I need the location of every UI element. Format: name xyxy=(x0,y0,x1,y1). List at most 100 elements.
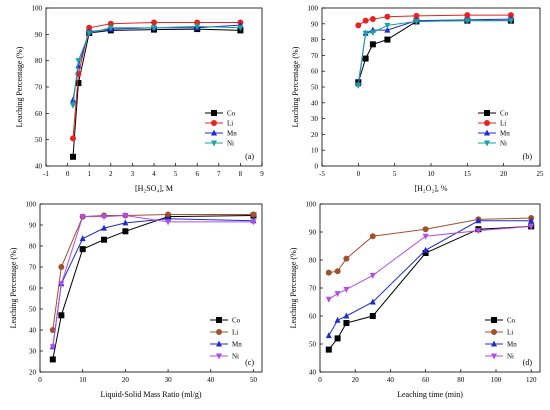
y-axis-label: Leaching Percentage (%) xyxy=(291,46,300,127)
legend-label: Mn xyxy=(232,341,242,349)
series-co xyxy=(355,17,514,86)
x-axis-label: Leaching time (min) xyxy=(397,390,463,399)
data-point-ni xyxy=(369,272,376,279)
legend-marker xyxy=(491,317,497,323)
series-mn xyxy=(70,21,244,103)
legend-label: Co xyxy=(227,110,236,118)
legend-marker xyxy=(211,129,217,136)
series-line-ni xyxy=(328,225,532,300)
y-tick-label: 90 xyxy=(309,229,317,237)
data-point-co xyxy=(334,335,341,342)
series-line-ni xyxy=(72,25,241,106)
y-tick-label: 20 xyxy=(311,131,319,139)
data-point-li xyxy=(369,16,376,23)
y-tick-label: 70 xyxy=(35,84,43,92)
series-line-co xyxy=(328,225,532,350)
series-li xyxy=(325,215,535,276)
series-line-mn xyxy=(328,220,532,336)
x-tick-label: 1 xyxy=(87,170,91,178)
y-tick-label: 40 xyxy=(29,327,37,335)
y-tick-label: 80 xyxy=(309,257,317,265)
data-point-co xyxy=(362,55,369,62)
data-point-ni xyxy=(70,102,76,109)
data-point-mn xyxy=(334,316,341,323)
data-point-li xyxy=(413,12,420,19)
data-point-li xyxy=(507,12,514,19)
x-tick-label: 6 xyxy=(195,170,199,178)
data-point-li xyxy=(58,264,65,270)
data-point-ni xyxy=(165,219,172,226)
data-point-co xyxy=(75,80,82,87)
legend-marker xyxy=(484,120,490,126)
data-point-li xyxy=(334,268,341,275)
x-tick-label: 60 xyxy=(422,376,430,384)
x-tick-label: 20 xyxy=(500,170,508,178)
y-tick-label: 0 xyxy=(315,163,319,171)
data-point-ni xyxy=(369,29,376,36)
y-axis-label: Leaching Percentage (%) xyxy=(9,247,18,328)
data-point-co xyxy=(325,346,332,353)
series-line-ni xyxy=(52,215,254,347)
data-point-li xyxy=(355,22,362,29)
y-tick-label: 60 xyxy=(29,285,37,293)
legend-marker xyxy=(484,129,490,136)
y-tick-label: 70 xyxy=(29,264,37,272)
data-point-mn xyxy=(475,217,482,224)
legend-marker xyxy=(211,110,217,116)
y-tick-label: 50 xyxy=(35,136,43,144)
series-line-li xyxy=(328,217,532,274)
data-point-ni xyxy=(507,18,514,25)
panel-label: (b) xyxy=(523,152,533,161)
legend-label: Co xyxy=(232,317,241,325)
data-point-mn xyxy=(343,312,350,319)
chart-panel-a: -1 0 1 2 3 4 5 6 7 8 9 40 50 60 70 80 90 100 [H₂SO₄], M Lea… xyxy=(15,5,264,194)
legend-label: Mn xyxy=(500,130,510,138)
data-point-ni xyxy=(325,296,332,303)
x-axis-label: [H₂O₂], % xyxy=(414,184,447,193)
panel-label: (a) xyxy=(245,152,254,161)
data-point-mn xyxy=(75,62,82,69)
series-ni xyxy=(325,223,535,303)
x-tick-label: -5 xyxy=(319,170,325,178)
data-point-ni xyxy=(194,23,201,30)
x-tick-label: 0 xyxy=(66,170,70,178)
plot-frame xyxy=(39,203,263,373)
x-axis-label: [H₂SO₄], M xyxy=(135,184,173,193)
data-point-ni xyxy=(107,25,114,32)
y-tick-label: 70 xyxy=(311,52,319,60)
data-point-mn xyxy=(122,219,129,226)
legend-marker xyxy=(211,120,217,126)
y-tick-label: 100 xyxy=(306,201,317,209)
legend-label: Mn xyxy=(227,130,237,138)
y-tick-label: 10 xyxy=(311,147,319,155)
legend-label: Co xyxy=(507,317,516,325)
x-tick-label: 40 xyxy=(207,376,215,384)
y-tick-label: 90 xyxy=(29,222,37,230)
y-tick-label: 30 xyxy=(311,115,319,123)
x-tick-label: 5 xyxy=(393,170,397,178)
legend-marker xyxy=(216,317,222,323)
data-point-ni xyxy=(151,25,157,32)
chart-panel-c: 0 10 20 30 40 50 20 30 40 50 60 70 80 90 100 Liquid-Sol… xyxy=(9,201,263,399)
legend-label: Co xyxy=(500,110,509,118)
series-ni xyxy=(70,23,244,109)
y-tick-label: 90 xyxy=(311,20,319,28)
data-point-ni xyxy=(49,344,56,351)
x-tick-label: 80 xyxy=(457,376,465,384)
x-tick-label: 9 xyxy=(260,170,264,178)
data-point-ni xyxy=(250,219,257,226)
data-point-li xyxy=(325,269,332,276)
data-point-mn xyxy=(528,217,535,224)
series-li xyxy=(355,12,514,29)
x-tick-label: 10 xyxy=(428,170,436,178)
data-point-li xyxy=(250,211,257,218)
data-point-mn xyxy=(101,224,108,231)
data-point-li xyxy=(151,19,157,26)
y-tick-label: 20 xyxy=(29,369,37,377)
legend-marker xyxy=(491,353,497,360)
data-point-ni xyxy=(101,214,108,221)
legend-marker xyxy=(491,329,497,335)
y-tick-label: 90 xyxy=(35,31,43,39)
x-tick-label: 15 xyxy=(464,170,472,178)
